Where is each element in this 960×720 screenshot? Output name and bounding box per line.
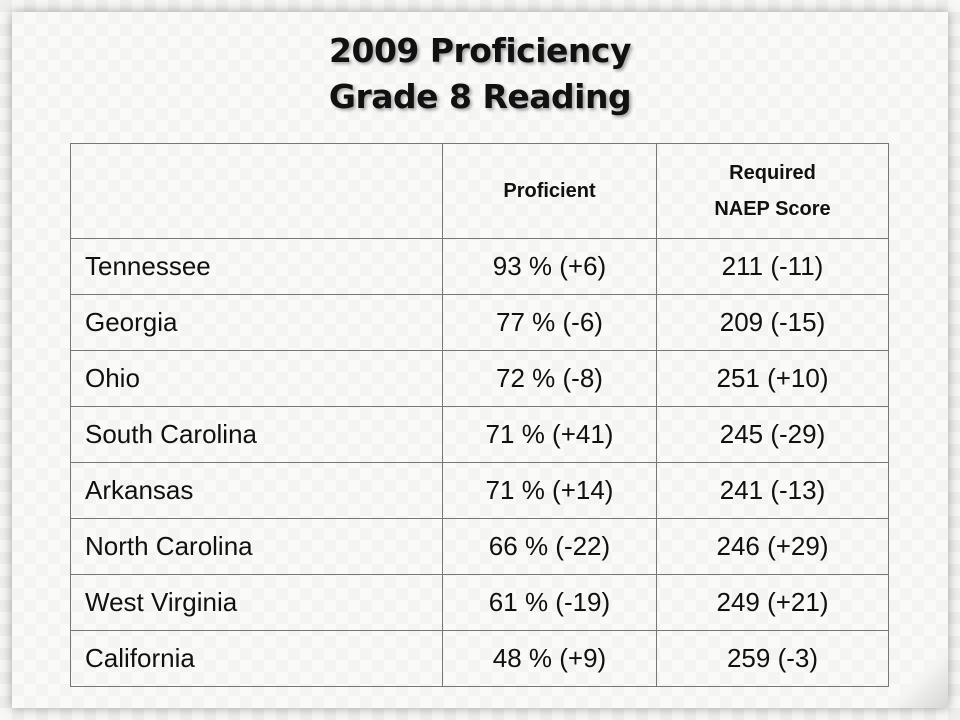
title-line-2: Grade 8 Reading <box>328 77 632 116</box>
header-required-line-1: Required <box>729 162 816 184</box>
table-row: California 48 % (+9) 259 (-3) <box>70 630 889 687</box>
proficient-cell: 72 % (-8) <box>442 350 657 407</box>
proficiency-table: Proficient Required NAEP Score Tennessee… <box>70 143 889 687</box>
proficient-cell: 66 % (-22) <box>442 518 657 575</box>
table-row: North Carolina 66 % (-22) 246 (+29) <box>70 518 889 575</box>
table-header-row: Proficient Required NAEP Score <box>70 143 889 239</box>
table-row: Arkansas 71 % (+14) 241 (-13) <box>70 462 889 519</box>
title-line-1: 2009 Proficiency <box>329 31 631 70</box>
header-state <box>70 143 443 239</box>
naep-score-cell: 209 (-15) <box>656 294 889 351</box>
naep-score-cell: 246 (+29) <box>656 518 889 575</box>
proficient-cell: 71 % (+14) <box>442 462 657 519</box>
proficient-cell: 48 % (+9) <box>442 630 657 687</box>
naep-score-cell: 241 (-13) <box>656 462 889 519</box>
naep-score-cell: 245 (-29) <box>656 406 889 463</box>
proficient-cell: 93 % (+6) <box>442 238 657 295</box>
state-cell: California <box>70 630 443 687</box>
state-cell: West Virginia <box>70 574 443 631</box>
proficient-cell: 71 % (+41) <box>442 406 657 463</box>
naep-score-cell: 249 (+21) <box>656 574 889 631</box>
page-curl-corner <box>888 648 948 708</box>
proficient-cell: 77 % (-6) <box>442 294 657 351</box>
naep-score-cell: 211 (-11) <box>656 238 889 295</box>
state-cell: Ohio <box>70 350 443 407</box>
proficient-cell: 61 % (-19) <box>442 574 657 631</box>
state-cell: North Carolina <box>70 518 443 575</box>
table-row: South Carolina 71 % (+41) 245 (-29) <box>70 406 889 463</box>
state-cell: Tennessee <box>70 238 443 295</box>
state-cell: South Carolina <box>70 406 443 463</box>
slide-title: 2009 Proficiency Grade 8 Reading <box>0 28 960 120</box>
naep-score-cell: 259 (-3) <box>656 630 889 687</box>
header-proficient: Proficient <box>442 143 657 239</box>
table-row: Ohio 72 % (-8) 251 (+10) <box>70 350 889 407</box>
table-row: Tennessee 93 % (+6) 211 (-11) <box>70 238 889 295</box>
state-cell: Arkansas <box>70 462 443 519</box>
state-cell: Georgia <box>70 294 443 351</box>
table-row: West Virginia 61 % (-19) 249 (+21) <box>70 574 889 631</box>
header-required-naep-score: Required NAEP Score <box>656 143 889 239</box>
header-required-line-2: NAEP Score <box>714 198 831 220</box>
naep-score-cell: 251 (+10) <box>656 350 889 407</box>
table-row: Georgia 77 % (-6) 209 (-15) <box>70 294 889 351</box>
